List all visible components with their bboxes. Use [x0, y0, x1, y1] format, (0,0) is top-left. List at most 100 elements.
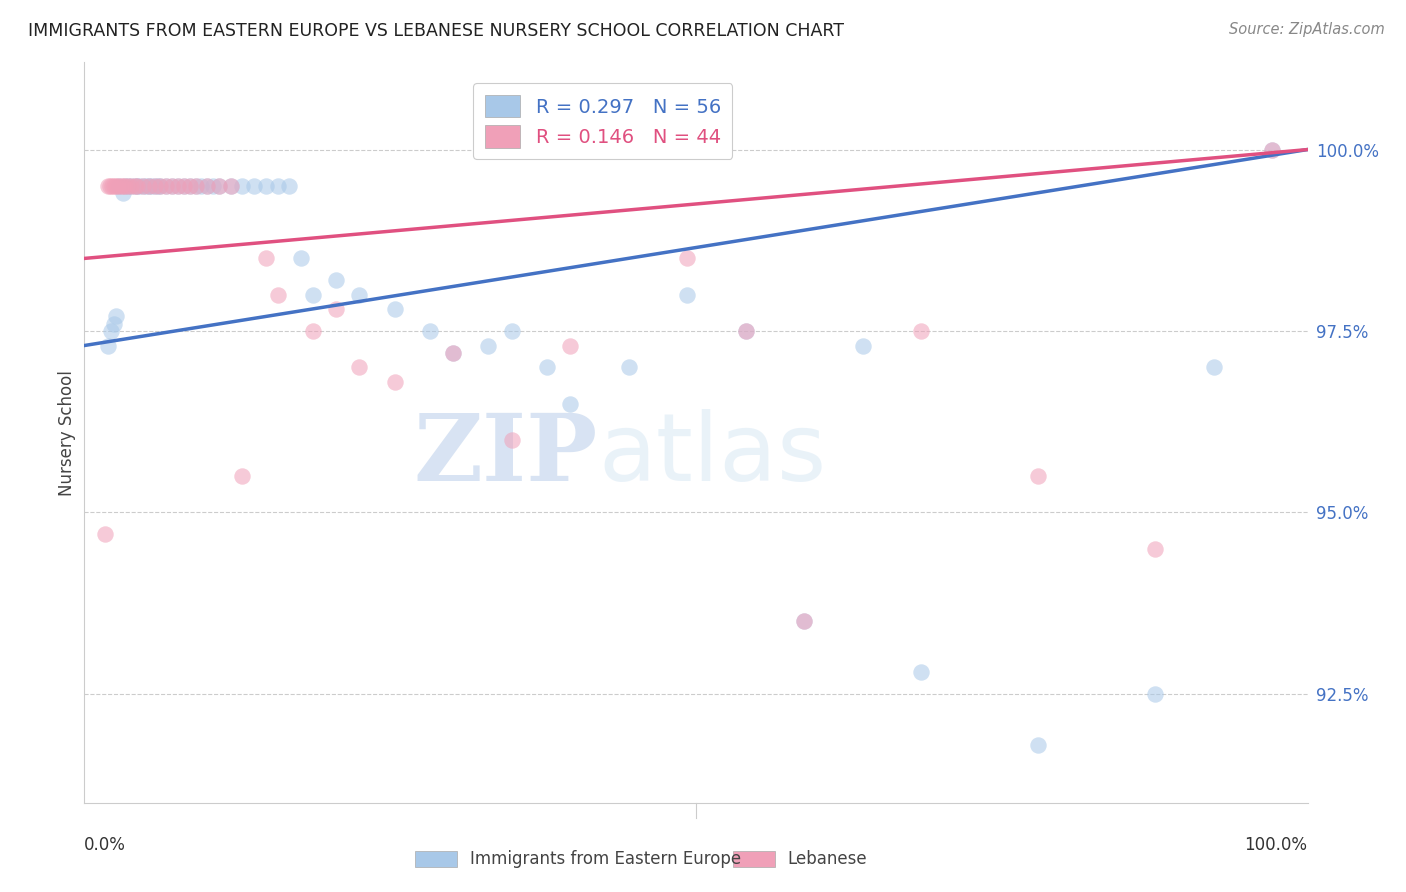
Point: [195, 178, 218, 193]
Point: [202, 178, 225, 193]
Point: [384, 375, 406, 389]
Point: [325, 302, 347, 317]
Text: atlas: atlas: [598, 409, 827, 500]
Point: [278, 178, 301, 193]
Point: [231, 178, 253, 193]
Point: [114, 178, 136, 193]
Point: [266, 178, 288, 193]
Point: [290, 252, 312, 266]
Point: [179, 178, 201, 193]
Point: [167, 178, 190, 193]
Text: Lebanese: Lebanese: [787, 850, 868, 868]
Point: [97, 178, 120, 193]
Point: [97, 338, 120, 352]
Point: [155, 178, 177, 193]
Point: [910, 324, 932, 338]
Point: [910, 665, 932, 680]
Point: [94, 527, 117, 541]
Point: [1261, 143, 1284, 157]
Text: IMMIGRANTS FROM EASTERN EUROPE VS LEBANESE NURSERY SCHOOL CORRELATION CHART: IMMIGRANTS FROM EASTERN EUROPE VS LEBANE…: [28, 22, 844, 40]
Point: [98, 178, 121, 193]
Point: [160, 178, 183, 193]
Point: [110, 178, 132, 193]
Point: [125, 178, 148, 193]
Point: [477, 338, 499, 352]
Point: [1028, 469, 1050, 483]
Point: [1202, 360, 1225, 375]
Point: [384, 302, 406, 317]
Point: [501, 433, 523, 447]
Point: [676, 287, 699, 301]
Point: [184, 178, 207, 193]
Point: [676, 252, 699, 266]
Point: [117, 178, 139, 193]
Point: [128, 178, 150, 193]
Point: [173, 178, 195, 193]
Point: [734, 324, 756, 338]
Point: [143, 178, 166, 193]
Bar: [415, 851, 457, 867]
Point: [349, 360, 371, 375]
Point: [179, 178, 201, 193]
Point: [254, 178, 277, 193]
Point: [349, 287, 371, 301]
Point: [184, 178, 207, 193]
Point: [536, 360, 558, 375]
Bar: [733, 851, 776, 867]
Point: [1261, 143, 1284, 157]
Point: [101, 178, 124, 193]
Point: [160, 178, 183, 193]
Point: [195, 178, 218, 193]
Point: [139, 178, 162, 193]
Y-axis label: Nursery School: Nursery School: [58, 369, 76, 496]
Point: [208, 178, 231, 193]
Point: [793, 615, 815, 629]
Point: [441, 345, 464, 359]
Point: [132, 178, 155, 193]
Point: [155, 178, 177, 193]
Point: [132, 178, 155, 193]
Point: [266, 287, 288, 301]
Text: 0.0%: 0.0%: [84, 836, 127, 855]
Point: [173, 178, 195, 193]
Point: [852, 338, 875, 352]
Point: [325, 273, 347, 287]
Point: [104, 310, 127, 324]
Point: [617, 360, 640, 375]
Point: [190, 178, 212, 193]
Point: [120, 178, 142, 193]
Point: [560, 338, 582, 352]
Point: [138, 178, 160, 193]
Point: [124, 178, 146, 193]
Point: [208, 178, 231, 193]
Point: [135, 178, 157, 193]
Point: [301, 287, 323, 301]
Point: [501, 324, 523, 338]
Point: [441, 345, 464, 359]
Point: [301, 324, 323, 338]
Point: [104, 178, 127, 193]
Point: [243, 178, 266, 193]
Text: Immigrants from Eastern Europe: Immigrants from Eastern Europe: [470, 850, 741, 868]
Point: [107, 178, 129, 193]
Point: [111, 186, 134, 200]
Point: [103, 317, 125, 331]
Point: [419, 324, 441, 338]
Point: [108, 178, 131, 193]
Point: [103, 178, 125, 193]
Point: [254, 252, 277, 266]
Text: 100.0%: 100.0%: [1244, 836, 1308, 855]
Point: [1144, 541, 1167, 556]
Point: [125, 178, 148, 193]
Point: [1028, 738, 1050, 752]
Point: [114, 178, 136, 193]
Point: [219, 178, 242, 193]
Point: [219, 178, 242, 193]
Point: [1144, 687, 1167, 701]
Point: [149, 178, 172, 193]
Point: [100, 324, 122, 338]
Point: [734, 324, 756, 338]
Point: [143, 178, 166, 193]
Point: [149, 178, 172, 193]
Point: [793, 615, 815, 629]
